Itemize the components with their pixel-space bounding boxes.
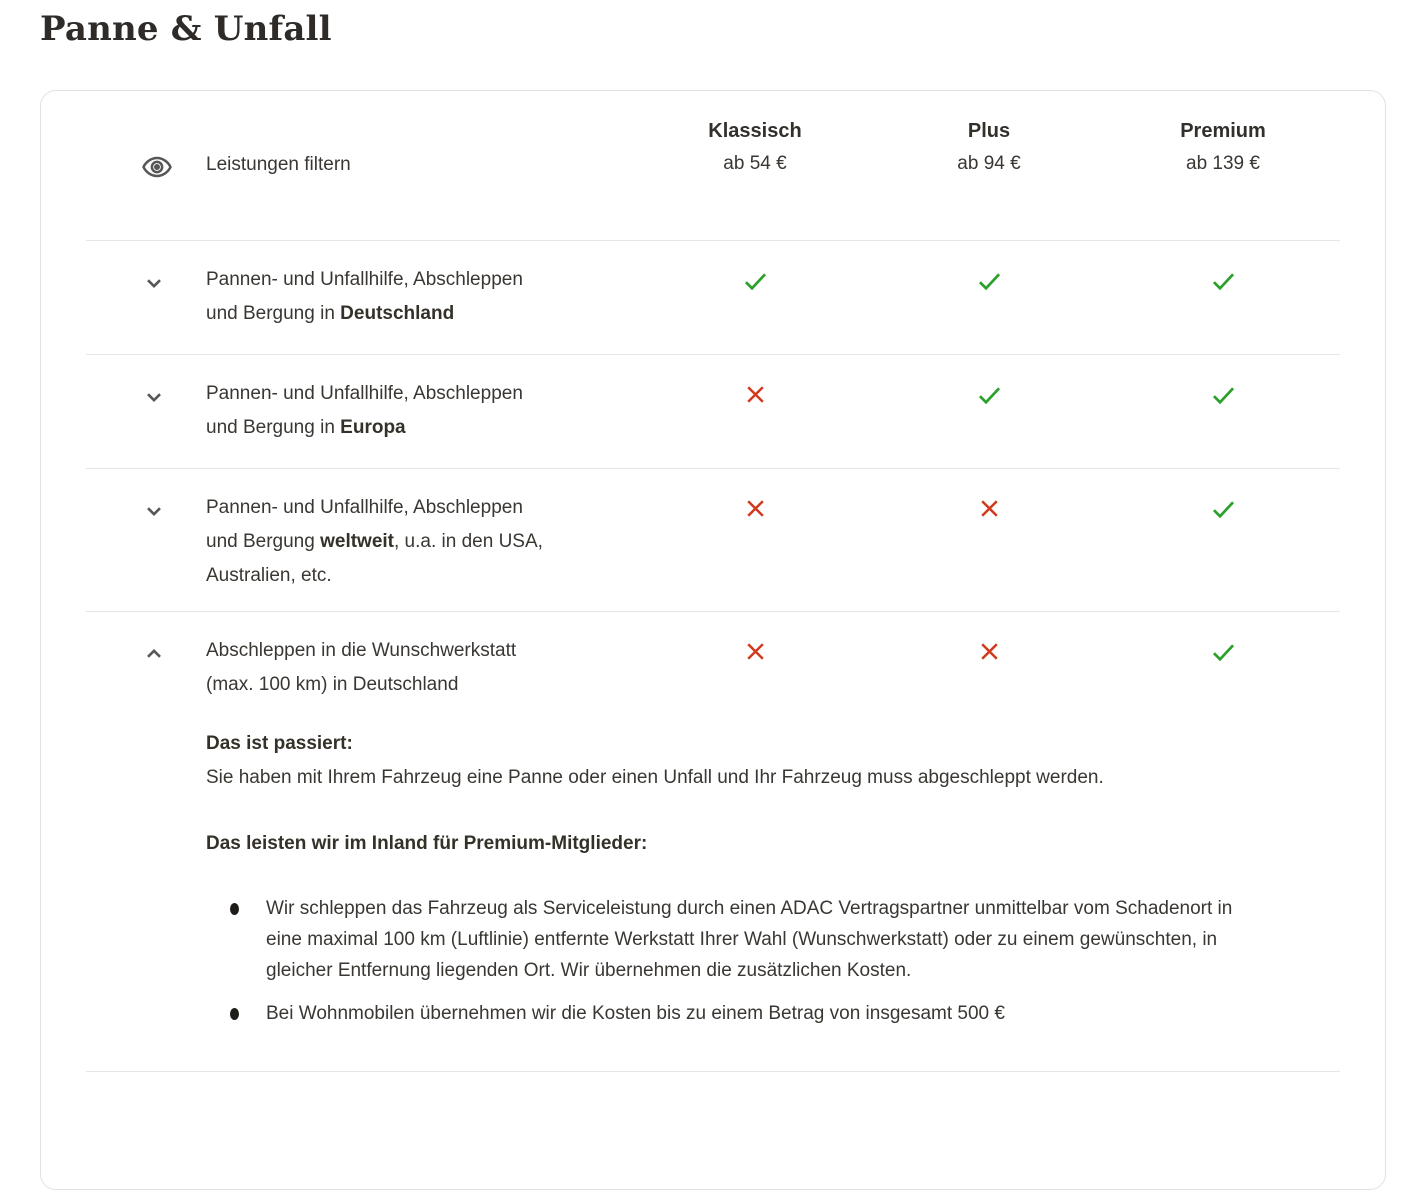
benefit-mark (638, 469, 872, 611)
bullet-item: Wir schleppen das Fahrzeug als Servicele… (206, 893, 1251, 986)
details-bullet-list: Wir schleppen das Fahrzeug als Servicele… (206, 893, 1340, 1029)
benefit-mark (872, 355, 1106, 468)
benefit-mark (1106, 355, 1340, 468)
plan-price: ab 94 € (957, 153, 1021, 174)
bullet-marker (230, 903, 239, 915)
cross-icon (746, 500, 764, 517)
check-icon (1212, 387, 1234, 405)
benefit-row-expanded: Abschleppen in die Wunschwerkstatt (max.… (86, 611, 1340, 1071)
filter-label[interactable]: Leistungen filtern (206, 154, 351, 175)
details-heading: Das ist passiert: (206, 733, 353, 754)
expand-button[interactable] (86, 241, 206, 354)
check-icon (978, 273, 1000, 291)
row-divider (86, 1071, 1340, 1111)
bullet-item: Bei Wohnmobilen übernehmen wir die Koste… (206, 998, 1251, 1029)
expand-button[interactable] (86, 355, 206, 468)
benefit-mark (638, 355, 872, 468)
benefit-row: Pannen- und Unfallhilfe, Abschleppen und… (86, 354, 1340, 468)
check-icon (744, 273, 766, 291)
check-icon (978, 387, 1000, 405)
details-subheading: Das leisten wir im Inland für Premium-Mi… (206, 833, 648, 854)
chevron-up-icon (147, 648, 161, 658)
check-icon (1212, 273, 1234, 291)
check-icon (1212, 501, 1234, 519)
cross-icon (980, 643, 998, 660)
benefit-mark (872, 469, 1106, 611)
benefit-row: Pannen- und Unfallhilfe, Abschleppen und… (86, 468, 1340, 611)
benefit-label: Pannen- und Unfallhilfe, Abschleppen und… (206, 383, 523, 438)
cross-icon (746, 643, 764, 660)
plan-name: Plus (967, 120, 1011, 142)
bullet-marker (230, 1008, 239, 1020)
benefit-details: Das ist passiert: Sie haben mit Ihrem Fa… (206, 731, 1340, 1029)
column-header-klassisch: Klassisch ab 54 € (638, 91, 872, 240)
benefit-label: Pannen- und Unfallhilfe, Abschleppen und… (206, 269, 523, 324)
column-header-premium: Premium ab 139 € (1106, 91, 1340, 240)
page-title: Panne & Unfall (40, 9, 332, 49)
benefit-mark (1106, 612, 1340, 702)
plan-name: Premium (1180, 120, 1266, 142)
benefit-label: Pannen- und Unfallhilfe, Abschleppen und… (206, 497, 543, 586)
expand-button[interactable] (86, 469, 206, 611)
column-header-plus: Plus ab 94 € (872, 91, 1106, 240)
plan-name: Klassisch (708, 120, 802, 142)
benefit-mark (872, 612, 1106, 702)
benefit-mark (638, 241, 872, 354)
benefits-card: Leistungen filtern Klassisch ab 54 € Plu… (40, 90, 1386, 1190)
benefit-row: Pannen- und Unfallhilfe, Abschleppen und… (86, 240, 1340, 354)
eye-icon (142, 156, 172, 178)
cross-icon (746, 386, 764, 403)
benefit-mark (638, 612, 872, 702)
table-header-row: Leistungen filtern Klassisch ab 54 € Plu… (86, 91, 1340, 240)
benefit-label: Abschleppen in die Wunschwerkstatt (max.… (206, 640, 517, 695)
chevron-down-icon (147, 393, 161, 403)
benefit-mark (872, 241, 1106, 354)
plan-price: ab 54 € (723, 153, 787, 174)
check-icon (1212, 644, 1234, 662)
benefit-mark (1106, 469, 1340, 611)
chevron-down-icon (147, 507, 161, 517)
collapse-button[interactable] (86, 612, 206, 702)
cross-icon (980, 500, 998, 517)
chevron-down-icon (147, 279, 161, 289)
filter-button[interactable] (86, 91, 206, 240)
plan-price: ab 139 € (1186, 153, 1260, 174)
details-paragraph: Sie haben mit Ihrem Fahrzeug eine Panne … (206, 767, 1104, 788)
benefits-table: Leistungen filtern Klassisch ab 54 € Plu… (86, 91, 1340, 1111)
benefit-mark (1106, 241, 1340, 354)
